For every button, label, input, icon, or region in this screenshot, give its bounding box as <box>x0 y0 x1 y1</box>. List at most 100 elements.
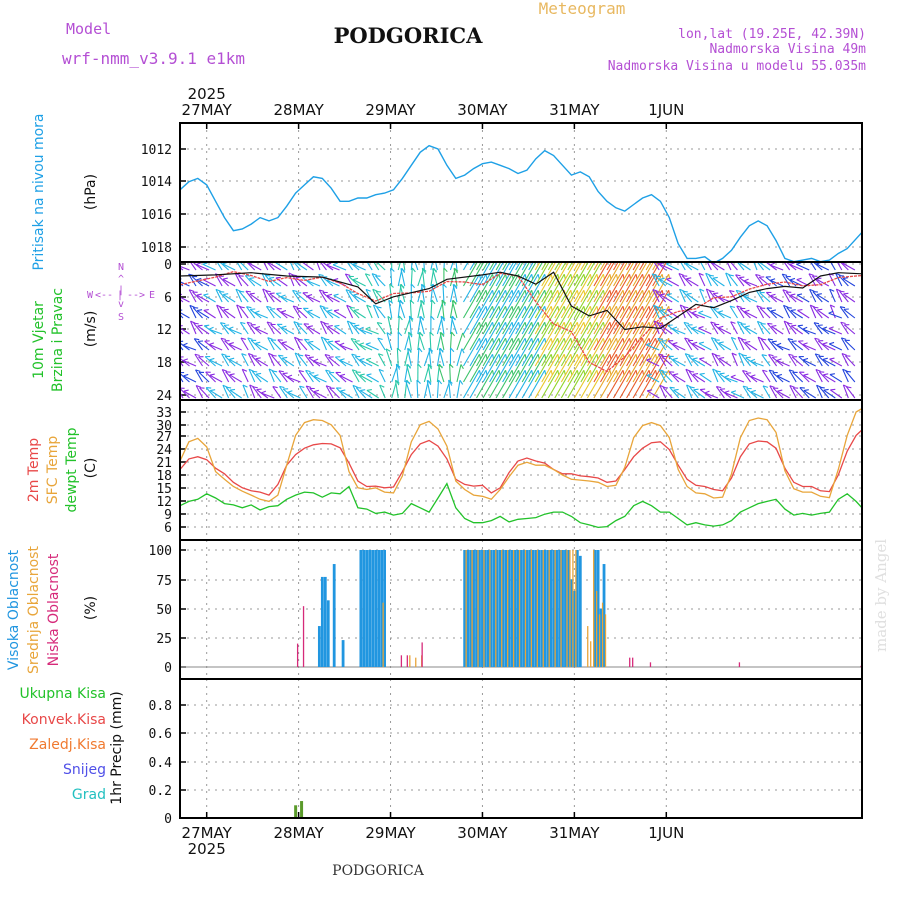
wind-barb-tick <box>420 299 425 304</box>
wind-barb <box>759 292 771 303</box>
wind-barb-tick <box>770 309 777 312</box>
bottom-day-label: 29MAY <box>365 824 416 842</box>
wind-barb <box>495 274 513 303</box>
wind-barb-tick <box>220 337 226 341</box>
wind-barb-tick <box>223 308 229 311</box>
cloud-bar-high <box>368 550 372 667</box>
wind-barb <box>296 308 308 319</box>
wind-barb-tick <box>298 369 304 373</box>
wind-barb <box>203 309 216 319</box>
cloud-bar-high <box>374 550 378 667</box>
cloud-bar-high <box>362 550 366 667</box>
wind-barb-tick <box>669 386 675 389</box>
cloud-bar-high <box>510 550 514 667</box>
compass-vertical-label: v <box>118 299 124 310</box>
page-title: PODGORICA <box>334 23 484 48</box>
wind-barb-tick <box>240 321 246 325</box>
wind-barb <box>593 274 611 303</box>
wind-barb <box>829 288 836 303</box>
wind-barb-tick <box>293 321 299 324</box>
wind-barb <box>626 370 644 399</box>
wind-barb-tick <box>194 338 200 341</box>
wind-barb <box>652 289 660 303</box>
wind-barb-tick <box>776 342 782 346</box>
wind-barb <box>354 356 366 367</box>
cloud-bar-high <box>543 550 547 667</box>
wind-barb <box>376 306 386 319</box>
wind-barb <box>693 389 706 399</box>
wind-barb <box>255 342 269 351</box>
wind-barb <box>421 268 425 287</box>
wind-barb-tick <box>376 306 382 309</box>
wind-barb <box>761 354 771 367</box>
wind-barb-tick <box>387 315 393 320</box>
temperature-ytick-label: 12 <box>156 495 172 510</box>
wind-barb-tick <box>769 262 775 266</box>
wind-barb-tick <box>195 262 202 266</box>
wind-barb <box>190 320 197 335</box>
wind-barb <box>469 306 487 335</box>
wind-barb-tick <box>668 306 671 312</box>
wind-barb <box>199 387 210 399</box>
wind-barb <box>547 354 565 383</box>
wind-barb <box>818 371 830 383</box>
wind-barb-tick <box>803 357 809 361</box>
wind-barb <box>456 348 463 367</box>
wind-barb-tick <box>239 306 245 309</box>
wind-barb <box>508 354 526 383</box>
cloud-bar-high <box>332 564 336 667</box>
wind-barb <box>225 371 236 383</box>
wind-barb-tick <box>672 357 678 360</box>
wind-barb <box>728 274 738 287</box>
wind-barb <box>281 342 295 351</box>
precip-ytick-label: 0 <box>164 812 172 827</box>
wind-barb <box>293 337 301 351</box>
wind-barb-tick <box>709 290 715 293</box>
wind-barb <box>515 290 533 319</box>
wind-barb <box>352 385 360 399</box>
wind-barb <box>456 364 462 383</box>
wind-barb-tick <box>737 321 743 324</box>
wind-barb <box>366 389 379 399</box>
wind-barb <box>195 369 204 383</box>
wind-barb-tick <box>325 369 331 372</box>
wind-barb <box>652 290 670 319</box>
wind-barb <box>554 262 561 271</box>
wind-barb <box>814 337 823 351</box>
wind-barb <box>632 274 650 303</box>
wind-barb <box>180 314 184 319</box>
wind-barb <box>652 306 670 335</box>
wind-barb <box>180 281 190 287</box>
wind-barb-tick <box>319 305 325 308</box>
wind-barb <box>758 262 771 271</box>
wind-barb <box>495 290 513 319</box>
wind-barb-tick <box>203 309 209 311</box>
temp-line-1 <box>179 408 863 503</box>
wind-barb <box>377 337 386 351</box>
wind-barb <box>659 278 673 287</box>
wind-barb-tick <box>180 293 182 296</box>
wind-barb <box>639 306 657 335</box>
wind-barb <box>646 374 660 383</box>
wind-barb-tick <box>744 294 750 297</box>
wind-barb <box>409 299 412 319</box>
top-day-label: 27MAY <box>182 101 233 119</box>
cloud-bar-high <box>489 550 493 667</box>
wind-barb <box>781 273 791 287</box>
wind-barb <box>699 262 706 271</box>
wind-barb <box>387 316 393 335</box>
wind-barb-tick <box>803 389 809 392</box>
wind-barb-tick <box>366 373 372 376</box>
wind-barb-tick <box>789 262 795 266</box>
wind-barb <box>680 262 686 271</box>
wind-barb-tick <box>252 370 258 373</box>
wind-barb <box>626 354 644 383</box>
wind-barb-tick <box>432 268 438 272</box>
wind-barb-tick <box>762 385 769 388</box>
wind-barb <box>813 306 823 319</box>
wind-barb <box>521 262 528 271</box>
wind-barb-tick <box>208 326 214 330</box>
wind-barb-tick <box>453 267 459 272</box>
wind-barb <box>182 344 197 351</box>
wind-barb-tick <box>278 354 284 357</box>
